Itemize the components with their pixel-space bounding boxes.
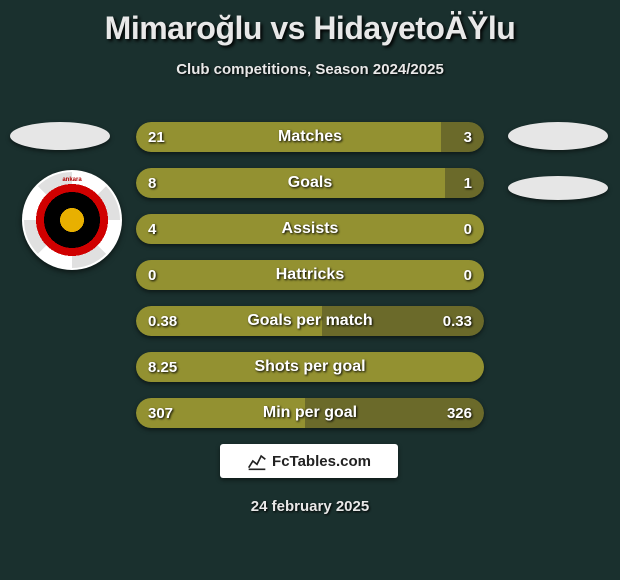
stat-row: Goals per match0.380.33	[136, 306, 484, 336]
stat-value-right: 0	[464, 267, 472, 284]
stat-bar-right	[445, 168, 484, 198]
page-title: Mimaroğlu vs HidayetoÄŸlu	[0, 0, 620, 47]
stat-value-left: 8.25	[148, 359, 177, 376]
stat-row: Shots per goal8.25	[136, 352, 484, 382]
page-subtitle: Club competitions, Season 2024/2025	[0, 61, 620, 78]
crest-text: ankara	[22, 177, 122, 183]
brand-text: FcTables.com	[272, 453, 371, 470]
stat-bar-right	[441, 122, 485, 152]
stat-bar-right	[305, 398, 484, 428]
stat-bar-left	[136, 306, 322, 336]
club-crest: ankara	[22, 170, 122, 270]
stat-value-right: 0	[464, 221, 472, 238]
chart-icon	[247, 451, 267, 471]
stat-bar-left	[136, 168, 445, 198]
side-ellipse	[10, 122, 110, 150]
stat-bar-right	[322, 306, 484, 336]
brand-badge: FcTables.com	[220, 444, 398, 478]
stat-row: Goals81	[136, 168, 484, 198]
stat-bars: Matches213Goals81Assists40Hattricks00Goa…	[136, 122, 484, 444]
stat-row: Hattricks0 0	[136, 260, 484, 290]
stat-bar-left	[136, 398, 305, 428]
side-ellipse	[508, 122, 608, 150]
stat-row: Matches213	[136, 122, 484, 152]
stat-row: Assists4 0	[136, 214, 484, 244]
stat-label: Assists	[136, 220, 484, 238]
stat-bar-left	[136, 122, 441, 152]
stat-label: Hattricks	[136, 266, 484, 284]
footer-date: 24 february 2025	[0, 498, 620, 515]
stat-value-left: 0	[148, 267, 156, 284]
stat-label: Shots per goal	[136, 358, 484, 376]
stat-value-left: 4	[148, 221, 156, 238]
side-ellipse	[508, 176, 608, 200]
stat-row: Min per goal307326	[136, 398, 484, 428]
